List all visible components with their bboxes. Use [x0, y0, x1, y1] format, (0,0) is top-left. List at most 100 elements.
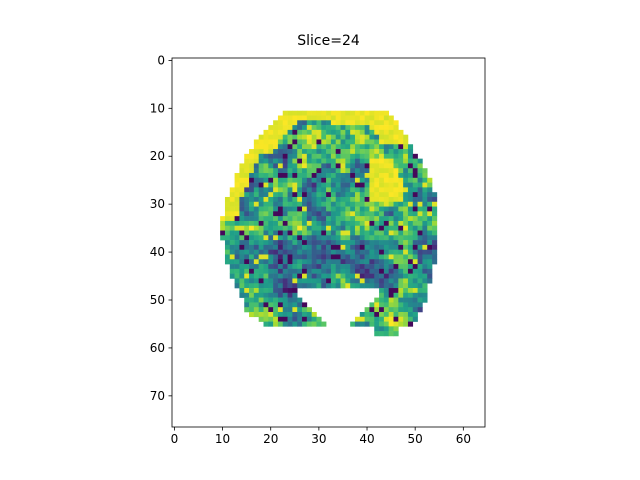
heatmap-cell	[398, 187, 404, 193]
heatmap-cell	[422, 182, 428, 188]
heatmap-cell	[330, 196, 337, 203]
heatmap-cell	[302, 302, 308, 308]
heatmap-cell	[268, 216, 274, 222]
heatmap-cell	[335, 264, 341, 270]
heatmap-cell	[432, 259, 438, 265]
heatmap-cell	[345, 278, 351, 284]
heatmap-cell	[263, 259, 269, 265]
heatmap-cell	[340, 230, 346, 236]
heatmap-cell	[326, 192, 332, 198]
heatmap-cell	[249, 240, 255, 246]
heatmap-cell	[239, 288, 245, 294]
heatmap-cell	[383, 259, 389, 265]
heatmap-cell	[427, 187, 433, 193]
heatmap-cell	[350, 153, 356, 159]
heatmap-cell	[383, 331, 389, 337]
heatmap-cell	[350, 168, 356, 174]
heatmap-cell	[403, 321, 409, 327]
heatmap-cell	[388, 240, 394, 246]
heatmap-cell	[297, 144, 303, 150]
heatmap-cell	[403, 307, 409, 313]
heatmap-cell	[239, 177, 245, 183]
heatmap-cell	[412, 302, 418, 308]
heatmap-cell	[326, 144, 332, 150]
heatmap-cell	[302, 177, 308, 183]
heatmap-cell	[369, 187, 375, 193]
heatmap-cell	[374, 168, 380, 174]
heatmap-cell	[412, 235, 418, 241]
heatmap-cell	[364, 311, 370, 318]
heatmap-cell	[335, 235, 341, 241]
heatmap-cell	[268, 225, 274, 231]
heatmap-cell	[340, 110, 346, 116]
heatmap-cell	[326, 230, 332, 236]
heatmap-cell	[311, 316, 317, 322]
heatmap-cell	[253, 273, 259, 279]
heatmap-cell	[427, 211, 433, 217]
heatmap-cell	[403, 288, 409, 294]
heatmap-cell	[306, 311, 312, 318]
heatmap-cell	[273, 264, 279, 270]
heatmap-cell	[326, 125, 332, 131]
heatmap-cell	[234, 249, 240, 255]
heatmap-cell	[249, 149, 255, 155]
heatmap-cell	[273, 139, 279, 145]
heatmap-cell	[263, 235, 269, 241]
heatmap-cell	[388, 192, 394, 198]
heatmap-cell	[422, 244, 428, 250]
heatmap-cell	[340, 129, 346, 135]
heatmap-cell	[340, 115, 346, 121]
heatmap-cell	[316, 201, 322, 207]
heatmap-cell	[292, 268, 298, 274]
heatmap-cell	[244, 230, 250, 236]
heatmap-cell	[350, 158, 356, 164]
heatmap-cell	[407, 244, 414, 250]
heatmap-cell	[239, 225, 245, 231]
heatmap-cell	[388, 235, 394, 241]
heatmap-cell	[359, 110, 365, 116]
heatmap-cell	[258, 139, 264, 145]
heatmap-cell	[244, 302, 250, 308]
heatmap-cell	[369, 220, 375, 227]
heatmap-cell	[359, 182, 365, 188]
heatmap-cell	[292, 168, 298, 174]
heatmap-cell	[345, 110, 351, 116]
heatmap-cell	[220, 220, 226, 227]
heatmap-cell	[369, 316, 375, 322]
heatmap-cell	[258, 316, 264, 322]
heatmap-cell	[427, 225, 433, 231]
heatmap-cell	[224, 249, 231, 255]
heatmap-cell	[393, 273, 399, 279]
heatmap-cell	[277, 249, 284, 255]
heatmap-cell	[277, 153, 284, 159]
heatmap-cell	[335, 201, 341, 207]
heatmap-cell	[383, 182, 389, 188]
heatmap-cell	[359, 129, 365, 135]
heatmap-cell	[234, 173, 240, 179]
heatmap-cell	[321, 134, 327, 140]
heatmap-cell	[326, 153, 332, 159]
heatmap-cell	[417, 230, 423, 236]
heatmap-cell	[234, 273, 240, 279]
heatmap-cell	[326, 149, 332, 155]
heatmap-cell	[263, 307, 269, 313]
heatmap-cell	[340, 254, 346, 260]
heatmap-cell	[364, 278, 370, 284]
heatmap-cell	[350, 240, 356, 246]
heatmap-cell	[383, 196, 389, 203]
heatmap-cell	[287, 273, 293, 279]
heatmap-cell	[359, 211, 365, 217]
heatmap-cell	[359, 268, 365, 274]
heatmap-cell	[374, 115, 380, 121]
heatmap-cell	[229, 216, 235, 222]
heatmap-cell	[258, 216, 264, 222]
heatmap-cell	[249, 307, 255, 313]
heatmap-cell	[268, 240, 274, 246]
heatmap-cell	[306, 235, 312, 241]
heatmap-cell	[277, 240, 284, 246]
heatmap-cell	[263, 201, 269, 207]
heatmap-cell	[379, 182, 385, 188]
heatmap-cell	[340, 268, 346, 274]
heatmap-cell	[287, 110, 293, 116]
